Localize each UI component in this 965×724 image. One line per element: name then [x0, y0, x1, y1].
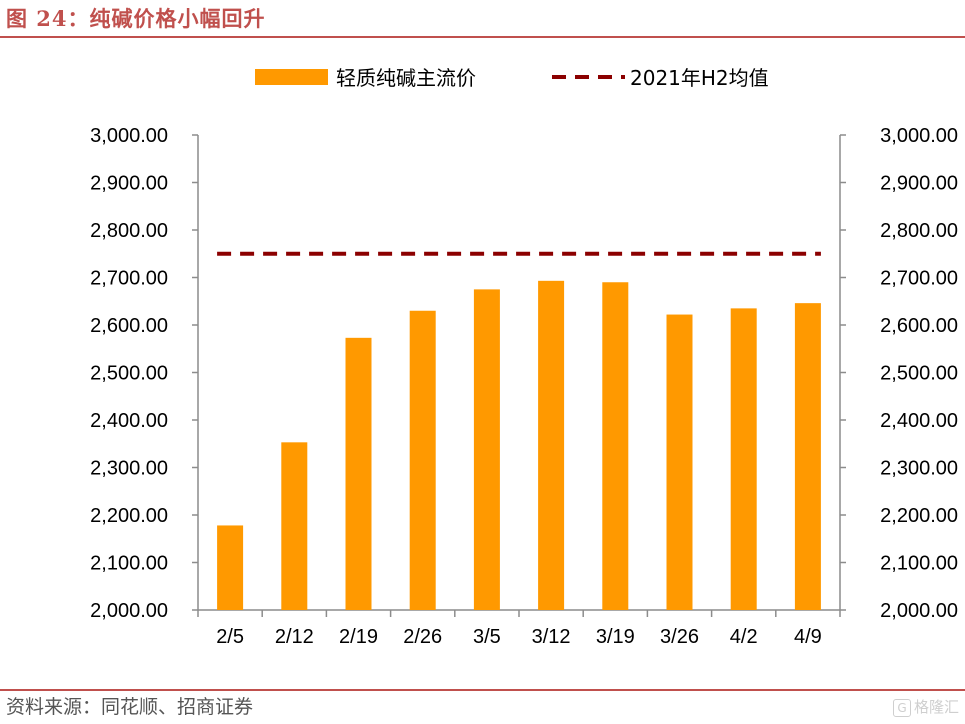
legend-swatch-bar — [255, 69, 328, 85]
x-tick-label: 4/9 — [794, 626, 822, 648]
legend-label-bar: 轻质纯碱主流价 — [336, 66, 476, 90]
bar — [409, 310, 436, 610]
figure-title: 图 24：纯碱价格小幅回升 — [6, 6, 266, 31]
footer-divider — [0, 689, 965, 691]
y-tick-label-left: 2,500.00 — [90, 363, 168, 385]
watermark-text: 格隆汇 — [913, 698, 959, 716]
y-tick-label-right: 2,400.00 — [880, 410, 958, 432]
y-tick-label-right: 2,000.00 — [880, 600, 958, 622]
title-divider — [0, 36, 965, 38]
y-tick-label-left: 2,700.00 — [90, 268, 168, 290]
y-tick-label-left: 3,000.00 — [90, 125, 168, 147]
y-tick-label-left: 2,600.00 — [90, 315, 168, 337]
bar — [602, 282, 629, 610]
x-tick-label: 3/5 — [473, 626, 501, 648]
x-tick-label: 2/5 — [216, 626, 244, 648]
y-tick-label-left: 2,800.00 — [90, 220, 168, 242]
y-tick-label-right: 2,100.00 — [880, 553, 958, 575]
x-tick-label: 2/26 — [403, 626, 442, 648]
bar — [473, 289, 500, 610]
y-tick-label-left: 2,300.00 — [90, 458, 168, 480]
source-note: 资料来源：同花顺、招商证券 — [6, 696, 254, 718]
y-tick-label-right: 3,000.00 — [880, 125, 958, 147]
bar — [345, 337, 372, 610]
x-tick-label: 2/19 — [339, 626, 378, 648]
bar — [538, 280, 565, 610]
y-tick-label-right: 2,300.00 — [880, 458, 958, 480]
watermark: G 格隆汇 — [892, 696, 959, 718]
axis-tick-labels: 2,000.00 2,000.00 2,100.00 2,100.00 2,200.00… — [90, 125, 958, 648]
legend-label-line: 2021年H2均值 — [630, 66, 769, 90]
x-tick-label: 3/12 — [532, 626, 571, 648]
y-tick-label-left: 2,100.00 — [90, 553, 168, 575]
chart-legend: 轻质纯碱主流价 2021年H2均值 — [255, 66, 769, 90]
y-tick-label-right: 2,800.00 — [880, 220, 958, 242]
bar — [794, 303, 821, 610]
x-tick-label: 3/19 — [596, 626, 635, 648]
y-tick-label-right: 2,600.00 — [880, 315, 958, 337]
x-tick-label: 2/12 — [275, 626, 314, 648]
y-tick-label-left: 2,200.00 — [90, 505, 168, 527]
bar-series — [217, 280, 821, 610]
bar — [666, 314, 693, 610]
bar — [730, 308, 757, 610]
x-tick-label: 4/2 — [730, 626, 758, 648]
bar — [281, 442, 308, 610]
y-tick-label-left: 2,900.00 — [90, 173, 168, 195]
y-tick-label-left: 2,000.00 — [90, 600, 168, 622]
bar — [217, 525, 244, 610]
y-tick-label-right: 2,900.00 — [880, 173, 958, 195]
watermark-logo-icon: G — [892, 698, 911, 717]
x-tick-label: 3/26 — [660, 626, 699, 648]
y-tick-label-right: 2,200.00 — [880, 505, 958, 527]
y-tick-label-right: 2,500.00 — [880, 363, 958, 385]
y-tick-label-right: 2,700.00 — [880, 268, 958, 290]
y-tick-label-left: 2,400.00 — [90, 410, 168, 432]
